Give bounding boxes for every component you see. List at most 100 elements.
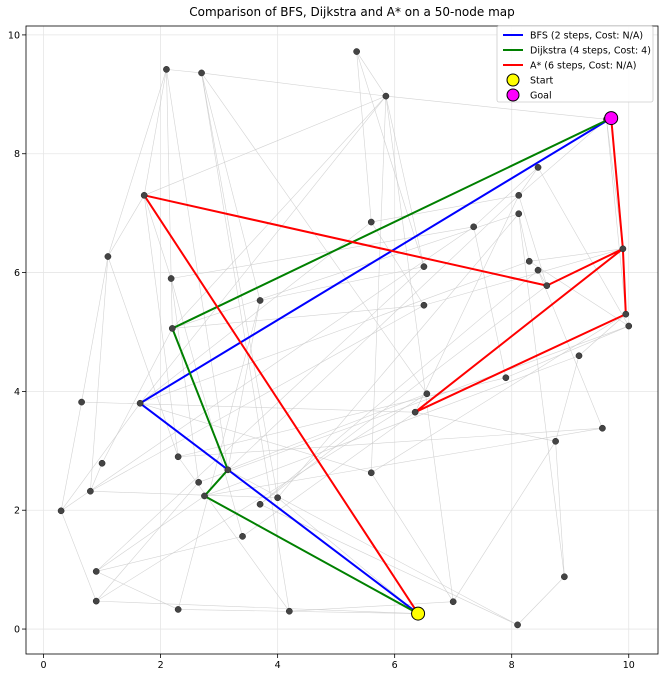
- graph-node-20: [622, 310, 630, 318]
- graph-edge-76: [90, 490, 278, 499]
- graph-edge-45: [96, 266, 425, 572]
- chart-title: Comparison of BFS, Dijkstra and A* on a …: [189, 5, 515, 19]
- graph-edge-81: [96, 536, 243, 572]
- graph-edge-69: [555, 441, 565, 577]
- graph-node-6: [140, 191, 148, 199]
- graph-edge-85: [178, 609, 419, 614]
- y-tick-label-3: 6: [14, 268, 20, 279]
- graph-edge-49: [170, 278, 199, 483]
- graph-edge-87: [204, 355, 580, 497]
- legend-marker-0: [506, 73, 520, 87]
- x-axis-ticks: 0 2 4 6 8 10: [41, 654, 635, 671]
- graph-edge-33: [277, 213, 519, 498]
- marker-start: [411, 606, 426, 621]
- legend-marker-label-0: Start: [530, 76, 553, 87]
- graph-node-2: [198, 69, 205, 77]
- graph-edge-75: [95, 482, 199, 602]
- graph-edge-19: [518, 119, 607, 196]
- graph-edge-92: [423, 248, 623, 306]
- graph-node-47: [285, 607, 293, 615]
- legend-label-1: Dijkstra (4 steps, Cost: 4): [530, 46, 651, 57]
- graph-edge-82: [96, 571, 179, 610]
- graph-node-35: [195, 478, 202, 486]
- graph-node-3: [382, 92, 390, 100]
- graph-edge-83: [517, 576, 565, 626]
- y-tick-label-0: 0: [14, 625, 20, 636]
- graph-node-40: [57, 507, 65, 515]
- graph-edge-32: [172, 213, 519, 329]
- graph-edge-39: [529, 248, 623, 262]
- graph-node-19: [420, 301, 428, 309]
- graph-node-14: [420, 263, 428, 270]
- graph-edge-1: [107, 69, 167, 257]
- x-tick-label-3: 6: [392, 660, 398, 671]
- graph-edge-29: [414, 195, 519, 413]
- graph-edge-60: [227, 393, 427, 471]
- graph-edge-4: [201, 72, 386, 97]
- graph-edge-86: [198, 325, 629, 483]
- path-line-2: [143, 117, 627, 615]
- graph-node-39: [256, 500, 264, 508]
- graph-edge-74: [371, 472, 454, 602]
- graph-edge-70: [452, 441, 556, 602]
- graph-edge-38: [60, 226, 474, 512]
- graph-node-42: [92, 568, 100, 575]
- graph-edge-24: [143, 195, 172, 279]
- graph-edge-96: [96, 600, 419, 614]
- graph-node-28: [411, 408, 419, 416]
- graph-node-27: [136, 399, 144, 407]
- graph-edge-43: [140, 260, 530, 404]
- graph-node-34: [367, 469, 375, 477]
- graph-edge-90: [518, 167, 539, 196]
- graph-edge-0: [166, 69, 202, 74]
- graph-edge-67: [178, 427, 603, 458]
- graph-edge-78: [277, 497, 419, 614]
- graph-edge-93: [371, 313, 626, 474]
- legend: BFS (2 steps, Cost: N/A) Dijkstra (4 step…: [496, 25, 654, 103]
- marker-goal: [604, 111, 619, 126]
- graph-node-33: [224, 466, 232, 474]
- graph-edge-56: [505, 325, 629, 379]
- graph-node-5: [534, 164, 542, 171]
- graph-edge-22: [537, 167, 630, 327]
- graph-edge-31: [518, 213, 530, 262]
- graph-node-15: [534, 266, 542, 274]
- x-tick-label-1: 2: [158, 660, 164, 671]
- graph-edge-23: [107, 195, 145, 257]
- graph-node-13: [525, 257, 533, 265]
- graph-node-31: [174, 453, 182, 461]
- graph-node-18: [256, 297, 264, 304]
- graph-edge-51: [227, 300, 261, 470]
- graph-edge-13: [385, 96, 425, 267]
- graph-node-43: [561, 573, 568, 581]
- graph-edge-16: [370, 96, 387, 473]
- graph-edge-44: [260, 266, 424, 301]
- graph-edge-11: [385, 95, 607, 120]
- graph-node-10: [470, 223, 478, 231]
- graph-edge-98: [529, 261, 629, 327]
- y-tick-label-4: 8: [14, 149, 20, 160]
- graph-edge-27: [371, 195, 519, 223]
- graph-node-26: [78, 398, 85, 406]
- legend-label-2: A* (6 steps, Cost: N/A): [530, 61, 636, 72]
- graph-edge-41: [81, 256, 109, 403]
- graph-node-37: [201, 492, 208, 500]
- graph-edge-8: [201, 72, 290, 612]
- legend-marker-1: [506, 88, 520, 102]
- graph-node-7: [515, 191, 523, 199]
- graph-edge-5: [201, 72, 261, 301]
- graph-edge-28: [518, 195, 548, 286]
- graph-edge-94: [356, 51, 425, 267]
- graph-node-38: [274, 494, 281, 502]
- graph-edge-54: [90, 304, 425, 492]
- graph-edge-20: [606, 119, 627, 315]
- graph-node-16: [167, 275, 175, 282]
- x-tick-label-2: 4: [275, 660, 281, 671]
- graph-edge-80: [60, 510, 97, 602]
- x-tick-label-5: 10: [623, 660, 635, 671]
- graph-edge-79: [259, 504, 518, 626]
- y-tick-label-5: 10: [8, 30, 20, 41]
- legend-marker-label-1: Goal: [530, 91, 552, 102]
- legend-box: [496, 25, 654, 103]
